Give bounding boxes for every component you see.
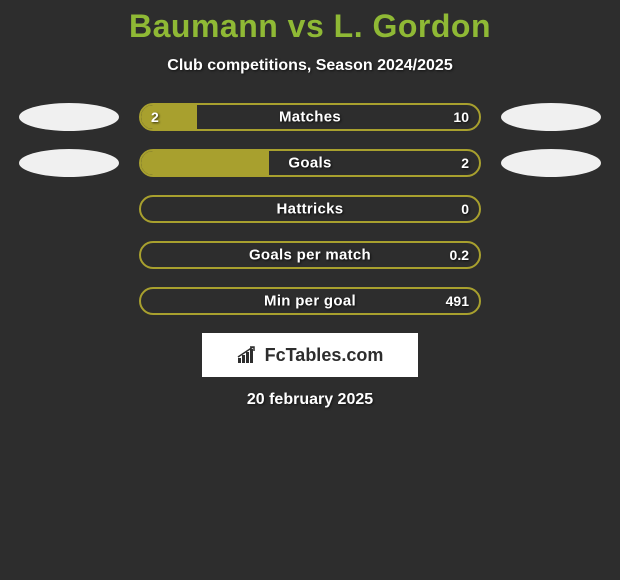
stat-value-right: 0.2 (450, 247, 469, 263)
stat-row: Goals2 (0, 149, 620, 177)
stat-label: Goals (141, 155, 479, 172)
stat-bar: Goals2 (139, 149, 481, 177)
player-right-ellipse (501, 149, 601, 177)
stat-row: 2Matches10 (0, 103, 620, 131)
logo: FcTables.com (237, 345, 384, 366)
stat-label: Matches (141, 109, 479, 126)
player-left-ellipse (19, 103, 119, 131)
player-right-ellipse (501, 103, 601, 131)
stat-row: Min per goal491 (0, 287, 620, 315)
stat-label: Min per goal (141, 293, 479, 310)
stat-value-right: 491 (446, 293, 469, 309)
stat-bar: Min per goal491 (139, 287, 481, 315)
stat-value-right: 10 (453, 109, 469, 125)
logo-box[interactable]: FcTables.com (202, 333, 418, 377)
stat-label: Hattricks (141, 201, 479, 218)
bar-chart-icon (237, 346, 259, 364)
stat-row: Goals per match0.2 (0, 241, 620, 269)
page-title: Baumann vs L. Gordon (0, 8, 620, 45)
logo-label: FcTables.com (265, 345, 384, 366)
subtitle: Club competitions, Season 2024/2025 (0, 57, 620, 75)
stat-row: Hattricks0 (0, 195, 620, 223)
player-left-ellipse (19, 149, 119, 177)
stat-value-right: 0 (461, 201, 469, 217)
stat-bar: Goals per match0.2 (139, 241, 481, 269)
stat-label: Goals per match (141, 247, 479, 264)
date-label: 20 february 2025 (0, 391, 620, 409)
stat-bar: 2Matches10 (139, 103, 481, 131)
stat-value-right: 2 (461, 155, 469, 171)
comparison-card: Baumann vs L. Gordon Club competitions, … (0, 0, 620, 409)
stat-bar: Hattricks0 (139, 195, 481, 223)
stat-rows: 2Matches10Goals2Hattricks0Goals per matc… (0, 103, 620, 315)
